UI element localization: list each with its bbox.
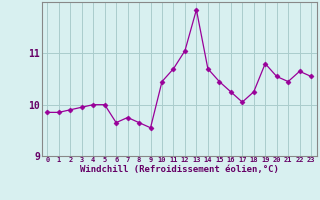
- X-axis label: Windchill (Refroidissement éolien,°C): Windchill (Refroidissement éolien,°C): [80, 165, 279, 174]
